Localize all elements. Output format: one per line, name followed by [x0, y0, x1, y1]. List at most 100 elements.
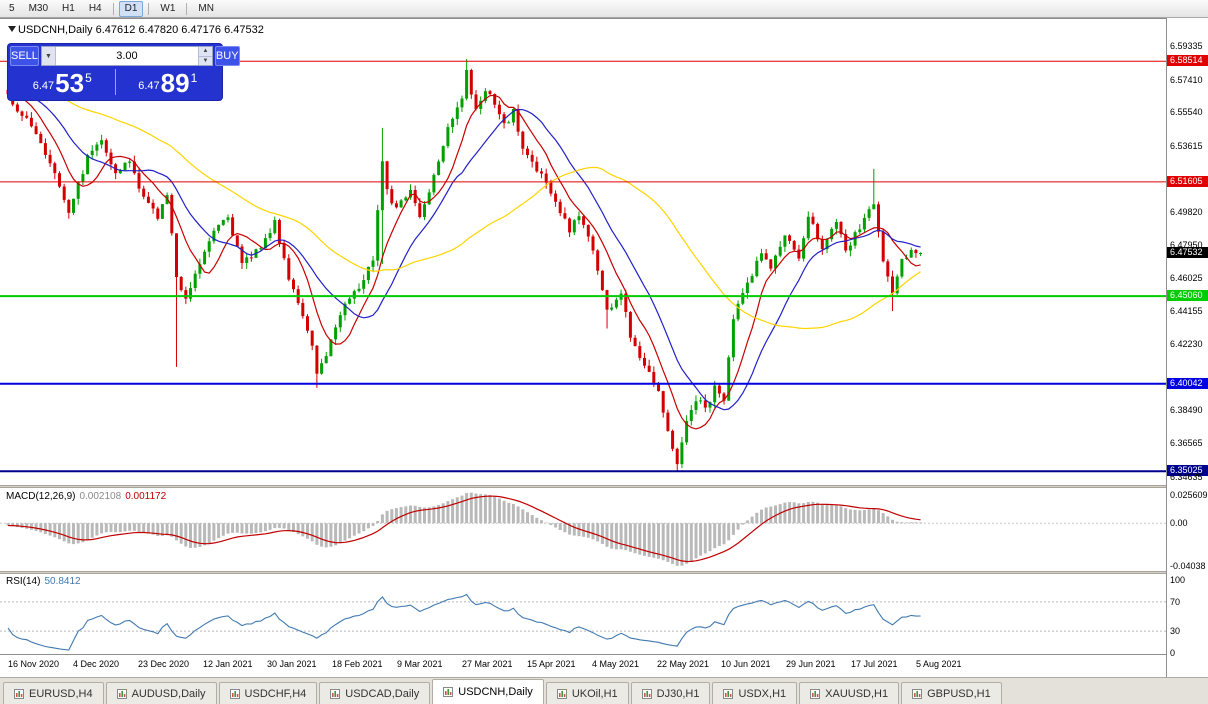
rsi-label: RSI(14) 50.8412: [6, 576, 81, 587]
price-axis-label: 6.57410: [1170, 75, 1203, 85]
chart-tab-usdchf-h4[interactable]: USDCHF,H4: [218, 682, 318, 704]
timeframe-button-m30[interactable]: M30: [28, 2, 49, 14]
price-axis-label: 6.44155: [1170, 306, 1203, 316]
panel-splitter[interactable]: [0, 571, 1208, 574]
price-axis[interactable]: 6.58514 6.51605 6.45060 6.40042 6.35025 6.593…: [1167, 18, 1208, 677]
timeframe-button-h1[interactable]: H1: [62, 2, 75, 14]
chart-tab-audusd-daily[interactable]: AUDUSD,Daily: [105, 682, 217, 704]
price-axis-label: 6.49820: [1170, 207, 1203, 217]
macd-label: MACD(12,26,9) 0.002108 0.001172: [6, 491, 166, 502]
chart-tab-label: USDCNH,Daily: [458, 686, 533, 698]
chart-tab-usdcad-daily[interactable]: USDCAD,Daily: [319, 682, 431, 704]
buy-price-big-digits: 89: [160, 68, 190, 98]
chart-tab-icon: [912, 688, 923, 699]
price-axis-label: 6.38490: [1170, 405, 1203, 415]
rsi-axis-label: 0: [1170, 648, 1176, 658]
chart-tab-icon: [330, 688, 341, 699]
rsi-axis-label: 70: [1170, 597, 1181, 607]
level-price-label: 6.58514: [1167, 55, 1208, 66]
date-axis-label: 12 Jan 2021: [203, 659, 253, 669]
date-axis-label: 30 Jan 2021: [267, 659, 317, 669]
price-divider: [114, 69, 116, 95]
chart-tab-usdcnh-daily[interactable]: USDCNH,Daily: [432, 679, 544, 704]
chart-tab-label: USDCHF,H4: [244, 687, 307, 700]
volume-dropdown-button[interactable]: ▼: [41, 47, 56, 65]
chart-tab-label: DJ30,H1: [656, 687, 700, 700]
sell-button[interactable]: SELL: [10, 46, 39, 66]
one-click-trading-panel: SELL ▼ ▲ ▼ BUY 6.47 53 5 6.47 89 1: [8, 44, 240, 100]
timeframe-toolbar: 5 M30 H1 H4 D1 W1 MN: [0, 0, 1208, 18]
sell-price-pipette: 5: [85, 71, 92, 85]
level-price-label: 6.35025: [1167, 465, 1208, 476]
volume-control: ▼ ▲ ▼: [40, 46, 213, 66]
chart-tab-bar: EURUSD,H4 AUDUSD,Daily USDCHF,H4 USDCAD,Dai…: [0, 677, 1208, 704]
price-axis-separator: [1166, 18, 1167, 677]
price-axis-label: 6.34635: [1170, 472, 1203, 482]
panel-splitter[interactable]: [0, 485, 1208, 488]
chart-tab-icon: [723, 688, 734, 699]
chart-tab-label: USDCAD,Daily: [345, 687, 420, 700]
chart-tab-eurusd-h4[interactable]: EURUSD,H4: [3, 682, 104, 704]
buy-price-prefix: 6.47: [138, 80, 160, 92]
chart-title: USDCNH,Daily 6.47612 6.47820 6.47176 6.4…: [18, 24, 264, 36]
macd-main-value: 0.002108: [79, 491, 122, 502]
chart-tab-xauusd-h1[interactable]: XAUUSD,H1: [799, 682, 900, 704]
chart-tab-icon: [556, 688, 567, 699]
date-axis-label: 23 Dec 2020: [138, 659, 190, 669]
chart-tab-gbpusd-h1[interactable]: GBPUSD,H1: [901, 682, 1002, 704]
chart-window: [0, 18, 1208, 677]
one-click-trading-toggle-icon[interactable]: [8, 26, 16, 32]
chart-tab-usdx-h1[interactable]: USDX,H1: [712, 682, 798, 704]
timeframe-button-h4[interactable]: H4: [88, 2, 102, 14]
chart-ohlc-values: 6.47612 6.47820 6.47176 6.47532: [95, 24, 264, 36]
date-axis-label: 10 Jun 2021: [721, 659, 771, 669]
main-chart-canvas[interactable]: [0, 22, 1166, 485]
date-axis-label: 4 May 2021: [592, 659, 640, 669]
macd-signal-value: 0.001172: [125, 491, 167, 502]
timeframe-button-w1[interactable]: W1: [160, 2, 176, 14]
rsi-value: 50.8412: [44, 576, 81, 587]
chart-tab-icon: [14, 688, 24, 699]
timeframe-button-d1[interactable]: D1: [118, 0, 144, 17]
rsi-panel-canvas[interactable]: [0, 574, 1166, 654]
current-price-label: 6.47532: [1167, 247, 1208, 258]
rsi-name: RSI(14): [6, 576, 41, 587]
macd-axis-label: -0.04038: [1170, 561, 1206, 571]
volume-decrease-button[interactable]: ▼: [198, 56, 212, 65]
price-axis-label: 6.55540: [1170, 107, 1203, 117]
price-axis-label: 6.46025: [1170, 273, 1203, 283]
rsi-axis-label: 100: [1170, 575, 1186, 585]
chart-tab-dj30-h1[interactable]: DJ30,H1: [630, 682, 711, 704]
chart-tab-ukoil-h1[interactable]: UKOil,H1: [545, 682, 629, 704]
price-axis-label: 6.53615: [1170, 141, 1203, 151]
sell-price-big-digits: 53: [55, 68, 85, 98]
macd-axis-label: 0.00: [1170, 518, 1188, 528]
date-axis-label: 5 Aug 2021: [916, 659, 962, 669]
level-price-label: 6.40042: [1167, 378, 1208, 389]
chart-tab-icon: [641, 688, 652, 699]
date-axis-label: 17 Jul 2021: [851, 659, 898, 669]
chart-tab-label: EURUSD,H4: [29, 687, 93, 700]
chart-tab-label: XAUUSD,H1: [825, 687, 889, 700]
sell-price-display: 6.47 53 5: [10, 66, 115, 98]
chart-tab-label: AUDUSD,Daily: [131, 687, 206, 700]
macd-panel-canvas[interactable]: [0, 489, 1166, 571]
timeframe-button-mn[interactable]: MN: [198, 2, 214, 14]
toolbar-separator: [112, 2, 114, 15]
date-axis-label: 18 Feb 2021: [332, 659, 383, 669]
buy-button[interactable]: BUY: [214, 46, 240, 66]
volume-increase-button[interactable]: ▲: [198, 47, 212, 57]
date-axis-label: 29 Jun 2021: [786, 659, 836, 669]
volume-spinner: ▲ ▼: [197, 47, 212, 65]
level-price-label: 6.51605: [1167, 176, 1208, 187]
toolbar-separator: [186, 2, 188, 15]
volume-input[interactable]: [55, 47, 198, 65]
chart-tab-icon: [116, 688, 127, 699]
rsi-axis-label: 30: [1170, 626, 1181, 636]
macd-name: MACD(12,26,9): [6, 491, 76, 502]
time-axis[interactable]: 16 Nov 2020 4 Dec 2020 23 Dec 2020 12 Jan 2…: [0, 654, 1166, 675]
timeframe-button-5[interactable]: 5: [9, 2, 15, 14]
toolbar-separator: [148, 2, 150, 15]
chart-tab-icon: [810, 688, 821, 699]
date-axis-label: 27 Mar 2021: [462, 659, 513, 669]
